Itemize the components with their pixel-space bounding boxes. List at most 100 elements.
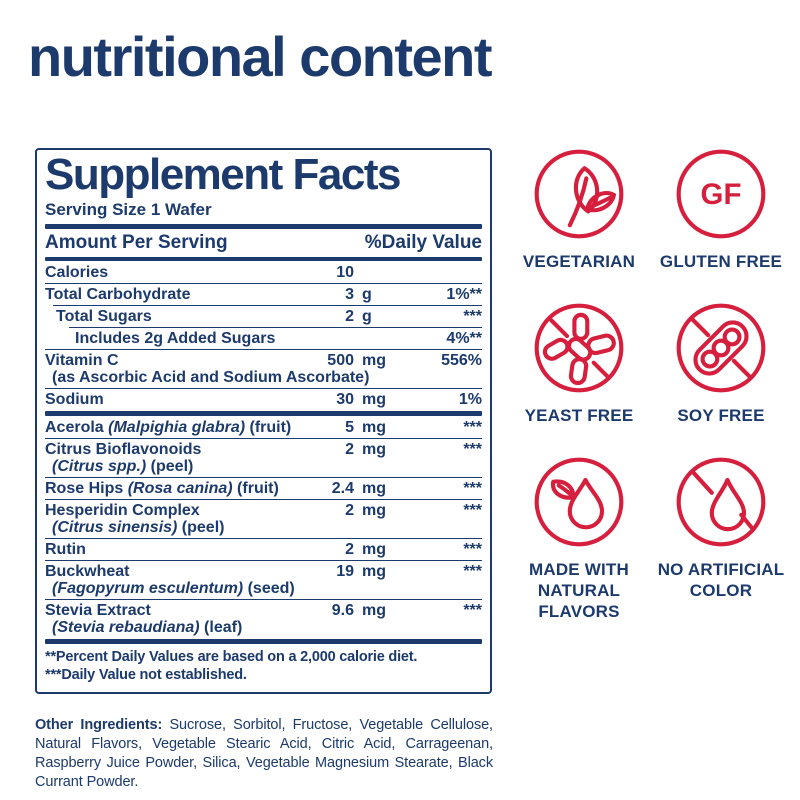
divider-bar	[45, 411, 482, 416]
daily-value: ***	[463, 502, 482, 519]
table-row: Total Carbohydrate 3 g 1%**	[45, 283, 482, 305]
nutrient-name-segment: (fruit)	[232, 480, 279, 497]
nutrient-name-segment: (peel)	[146, 458, 194, 475]
amount-unit: g	[362, 308, 372, 325]
amount-unit: mg	[362, 480, 386, 497]
nutrient-name: Rutin	[45, 541, 280, 558]
amount-value: 2	[345, 502, 354, 519]
daily-value: ***	[463, 308, 482, 325]
nutrient-name-segment: Vitamin C	[45, 352, 119, 369]
nutrient-name: Includes 2g Added Sugars	[69, 330, 280, 347]
badge-label: VEGETARIAN	[522, 252, 636, 271]
badge-label: GLUTEN FREE	[659, 252, 783, 271]
nutrient-name-segment: Acerola	[45, 419, 109, 436]
amount-cell: 19 mg	[280, 563, 396, 580]
nutrient-name: Stevia Extract (Stevia rebaudiana) (leaf)	[45, 602, 280, 636]
nutrient-name-segment: (fruit)	[245, 419, 292, 436]
amount-cell: 2 mg	[280, 541, 396, 558]
header-daily-value: %Daily Value	[364, 232, 482, 253]
amount-unit: mg	[362, 419, 386, 436]
table-row: Buckwheat (Fagopyrum esculentum) (seed) 19…	[45, 560, 482, 599]
table-row: Vitamin C (as Ascorbic Acid and Sodium As…	[45, 349, 482, 388]
nutrient-name: Vitamin C (as Ascorbic Acid and Sodium As…	[45, 352, 369, 386]
daily-value: 4%**	[446, 330, 482, 347]
divider-bar	[45, 224, 482, 229]
gf-icon: GF	[675, 148, 767, 240]
nutrient-name: Rose Hips (Rosa canina) (fruit)	[45, 480, 280, 497]
other-ingredients-text: Sucrose, Sorbitol, Fructose, Vegetable C…	[35, 716, 493, 790]
nutrient-name-segment: Total Sugars	[56, 308, 152, 325]
amount-unit: mg	[362, 441, 386, 458]
daily-value: 556%	[441, 352, 482, 369]
header-amount-per-serving: Amount Per Serving	[45, 232, 228, 253]
amount-value: 2	[345, 541, 354, 558]
table-row: Rutin 2 mg ***	[45, 538, 482, 560]
amount-value: 2	[345, 308, 354, 325]
nutrient-name: Sodium	[45, 391, 280, 408]
nutrient-name-segment: (seed)	[243, 580, 295, 597]
no-soy-icon	[675, 302, 767, 394]
nutrient-name-segment: Stevia Extract	[45, 602, 151, 619]
nutrient-name: Total Carbohydrate	[45, 286, 280, 303]
supplement-facts-panel: Supplement Facts Serving Size 1 Wafer Am…	[35, 148, 492, 694]
badge-natural-flavors: MADE WITH NATURAL FLAVORS	[512, 456, 646, 622]
nutrient-name-segment: (Citrus spp.)	[52, 458, 147, 475]
amount-cell: 500 mg	[280, 352, 396, 369]
table-row: Calories 10	[45, 262, 482, 283]
table-row: Hesperidin Complex (Citrus sinensis) (pee…	[45, 499, 482, 538]
nutrient-name-segment: (Rosa canina)	[127, 480, 233, 497]
badges-grid: VEGETARIAN GF GLUTEN FREE YEAST FREE	[512, 148, 788, 622]
nutrient-name-segment: Citrus Bioflavonoids	[45, 441, 202, 458]
nutrient-name: Acerola (Malpighia glabra) (fruit)	[45, 419, 291, 436]
no-yeast-icon	[533, 302, 625, 394]
badge-label: NO ARTIFICIAL COLOR	[657, 560, 785, 600]
gf-icon-text: GF	[701, 178, 742, 211]
nutrient-name-segment: Total Carbohydrate	[45, 286, 191, 303]
page-title: nutritional content	[28, 25, 493, 88]
badge-vegetarian: VEGETARIAN	[512, 148, 646, 272]
other-ingredients: Other Ingredients: Sucrose, Sorbitol, Fr…	[35, 716, 493, 792]
rows-botanical: Acerola (Malpighia glabra) (fruit) 5 mg ***…	[45, 417, 482, 638]
nutrient-name: Hesperidin Complex (Citrus sinensis) (pee…	[45, 502, 280, 536]
amount-value: 19	[336, 563, 354, 580]
nutrient-name-segment: Sodium	[45, 391, 104, 408]
badge-gluten-free: GF GLUTEN FREE	[654, 148, 788, 272]
badge-label: MADE WITH NATURAL FLAVORS	[528, 560, 629, 621]
amount-unit: mg	[362, 352, 386, 369]
footnote-not-established: ***Daily Value not established.	[45, 667, 247, 683]
amount-cell: 2.4 mg	[280, 480, 396, 497]
nutrient-name: Citrus Bioflavonoids (Citrus spp.) (peel)	[45, 441, 280, 475]
divider-bar	[45, 639, 482, 644]
rows-main: Calories 10 Total Carbohydrate 3 g 1%** Total …	[45, 262, 482, 410]
table-header: Amount Per Serving %Daily Value	[45, 230, 482, 256]
other-ingredients-label: Other Ingredients:	[35, 716, 163, 733]
divider-bar	[45, 257, 482, 261]
amount-value: 500	[327, 352, 354, 369]
amount-unit: mg	[362, 602, 386, 619]
panel-title: Supplement Facts	[45, 150, 401, 199]
daily-value: ***	[463, 541, 482, 558]
table-row: Acerola (Malpighia glabra) (fruit) 5 mg ***	[45, 417, 482, 438]
nutrient-name-segment: Hesperidin Complex	[45, 502, 200, 519]
amount-value: 2.4	[331, 480, 354, 497]
table-row: Total Sugars 2 g ***	[53, 305, 482, 327]
nutrient-name-segment: (as Ascorbic Acid and Sodium Ascorbate)	[52, 369, 370, 386]
amount-unit: mg	[362, 502, 386, 519]
table-row: Sodium 30 mg 1%	[45, 388, 482, 410]
amount-cell: 2 mg	[280, 502, 396, 519]
nutrient-name-segment: (peel)	[177, 519, 225, 536]
amount-value: 9.6	[331, 602, 354, 619]
badge-label: YEAST FREE	[524, 406, 634, 425]
table-row: Citrus Bioflavonoids (Citrus spp.) (peel)…	[45, 438, 482, 477]
amount-value: 2	[345, 441, 354, 458]
serving-size: Serving Size 1 Wafer	[45, 200, 212, 219]
amount-value: 5	[345, 419, 354, 436]
daily-value: 1%**	[446, 286, 482, 303]
no-droplet-icon	[675, 456, 767, 548]
nutrient-name: Calories	[45, 264, 280, 281]
daily-value: ***	[463, 602, 482, 619]
nutrient-name-segment: Rutin	[45, 541, 86, 558]
amount-cell: 9.6 mg	[280, 602, 396, 619]
